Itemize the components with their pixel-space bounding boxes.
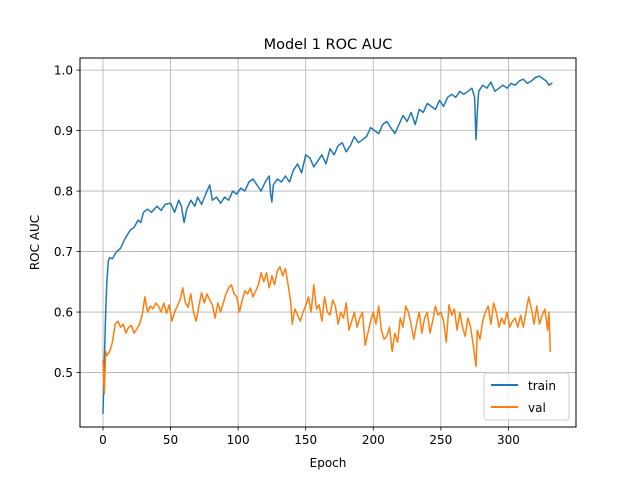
legend-label-val: val: [528, 401, 546, 415]
y-axis-ticks: 0.5 0.6 0.7 0.8 0.9 1.0: [54, 63, 80, 380]
x-tick-label: 300: [497, 433, 520, 447]
x-tick-label: 0: [99, 433, 107, 447]
x-tick-label: 150: [294, 433, 317, 447]
grid: [80, 58, 576, 427]
legend: train val: [483, 372, 570, 421]
plot-frame: [79, 57, 577, 428]
x-tick-label: 50: [163, 433, 178, 447]
x-tick-label: 100: [227, 433, 250, 447]
series-lines: [102, 75, 553, 414]
legend-label-train: train: [528, 379, 556, 393]
y-tick-label: 0.6: [54, 305, 73, 319]
y-tick-label: 0.8: [54, 184, 73, 198]
x-tick-label: 200: [362, 433, 385, 447]
x-axis-label: Epoch: [310, 456, 347, 470]
y-tick-label: 0.9: [54, 124, 73, 138]
chart-title: Model 1 ROC AUC: [264, 37, 393, 53]
x-tick-label: 250: [429, 433, 452, 447]
y-tick-label: 0.7: [54, 245, 73, 259]
y-tick-label: 0.5: [54, 366, 73, 380]
series-line-val: [102, 265, 552, 395]
series-line-train: [102, 75, 553, 414]
y-axis-label: ROC AUC: [28, 215, 42, 270]
legend-box: [483, 372, 570, 421]
x-axis-ticks: 0 50 100 150 200 250 300: [99, 427, 520, 447]
y-tick-label: 1.0: [54, 63, 73, 77]
